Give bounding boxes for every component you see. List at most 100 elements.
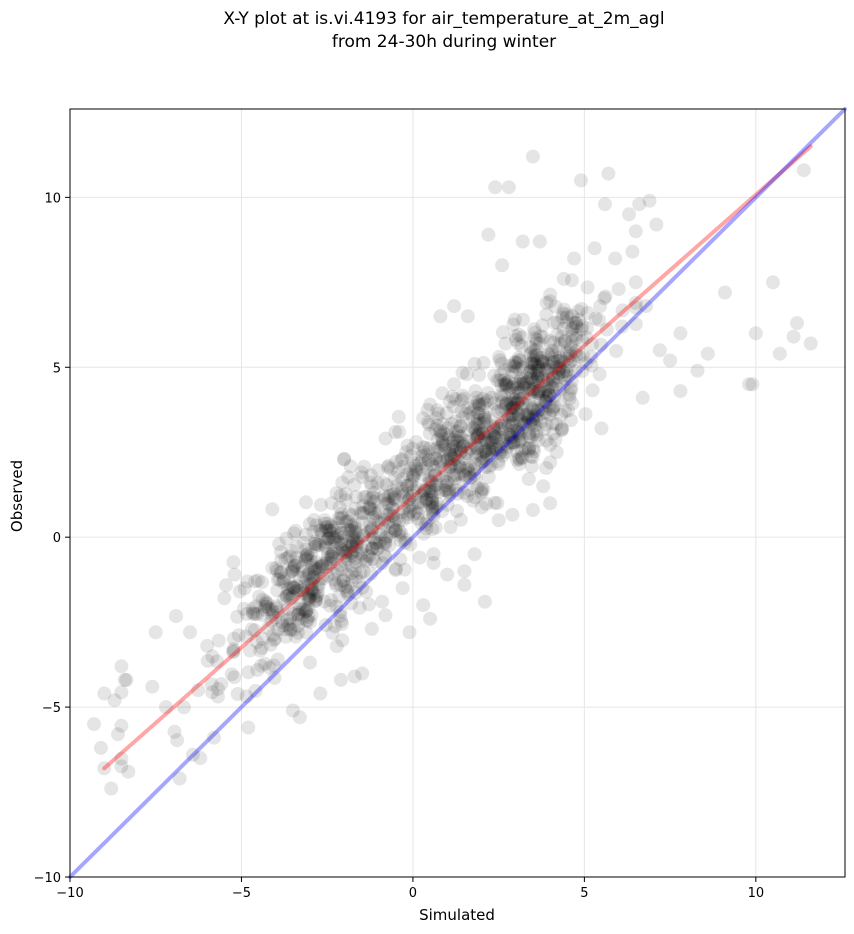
data-point (673, 384, 688, 399)
data-point (535, 406, 550, 421)
data-point (538, 395, 553, 409)
data-point (333, 558, 348, 573)
data-point (433, 423, 448, 438)
data-point (467, 467, 482, 482)
data-point (539, 461, 554, 475)
data-point (535, 370, 549, 385)
data-point (252, 589, 267, 604)
data-point (451, 476, 466, 491)
data-point (561, 359, 576, 373)
data-point (344, 523, 359, 538)
data-point (431, 440, 446, 455)
data-point (529, 408, 544, 423)
data-point (313, 523, 328, 538)
data-point (480, 424, 495, 439)
data-point (494, 421, 509, 436)
data-point (520, 365, 535, 380)
data-point (283, 623, 298, 638)
data-point (547, 315, 561, 330)
data-point (475, 454, 490, 469)
data-point (317, 516, 332, 531)
data-point (406, 456, 421, 471)
data-point (295, 583, 310, 598)
data-point (389, 512, 404, 527)
data-point (491, 457, 506, 471)
data-point (565, 396, 580, 411)
data-point (369, 536, 384, 551)
data-point (525, 401, 540, 416)
data-point (505, 407, 520, 422)
data-point (341, 506, 356, 521)
data-point (462, 470, 477, 485)
data-point (649, 217, 664, 232)
data-point (522, 426, 536, 440)
data-point (346, 533, 361, 548)
data-point (283, 580, 298, 595)
data-point (532, 234, 547, 249)
data-point (428, 468, 443, 483)
data-point (148, 625, 163, 640)
data-point (437, 438, 452, 453)
data-point (250, 606, 265, 621)
data-point (476, 426, 491, 441)
data-point (540, 347, 555, 361)
data-point (433, 454, 448, 469)
data-point (386, 521, 400, 536)
data-point (529, 363, 544, 378)
data-point (342, 522, 357, 537)
data-point (531, 403, 545, 418)
data-point (450, 486, 465, 501)
data-point (512, 352, 527, 367)
data-point (526, 366, 541, 381)
data-point (503, 427, 518, 442)
data-point (529, 332, 544, 347)
data-point (378, 534, 393, 549)
data-point (572, 350, 587, 364)
data-point (533, 329, 548, 344)
data-point (382, 497, 397, 512)
data-point (411, 495, 426, 510)
data-point (498, 437, 513, 452)
data-point (430, 444, 445, 459)
data-point (498, 445, 513, 460)
data-point (487, 396, 502, 411)
data-point (530, 370, 545, 385)
data-point (556, 379, 571, 394)
data-point (244, 622, 259, 637)
data-point (482, 460, 496, 474)
data-point (505, 415, 520, 430)
data-point (501, 375, 516, 389)
data-point (368, 506, 383, 521)
data-point (418, 494, 433, 508)
data-point (557, 302, 572, 317)
data-point (549, 445, 564, 460)
data-point (565, 353, 580, 368)
data-point (531, 384, 546, 398)
data-point (376, 488, 391, 503)
data-point (329, 576, 344, 591)
data-point (526, 384, 541, 399)
data-point (481, 227, 496, 242)
data-point (414, 516, 429, 530)
data-point (437, 442, 452, 457)
data-point (718, 285, 732, 300)
data-point (328, 530, 343, 545)
data-point (315, 526, 330, 541)
data-point (468, 490, 482, 505)
data-point (399, 478, 414, 493)
data-point (373, 527, 388, 542)
data-point (498, 336, 513, 351)
data-point (441, 484, 456, 499)
data-point (531, 401, 546, 416)
data-point (292, 710, 307, 725)
data-point (547, 389, 562, 404)
data-point (533, 414, 548, 429)
data-point (485, 435, 500, 450)
data-point (295, 559, 310, 574)
data-point (505, 364, 520, 379)
data-point (287, 558, 302, 573)
data-point (639, 299, 654, 314)
data-point (300, 613, 315, 628)
data-point (471, 406, 486, 421)
data-point (467, 436, 482, 451)
